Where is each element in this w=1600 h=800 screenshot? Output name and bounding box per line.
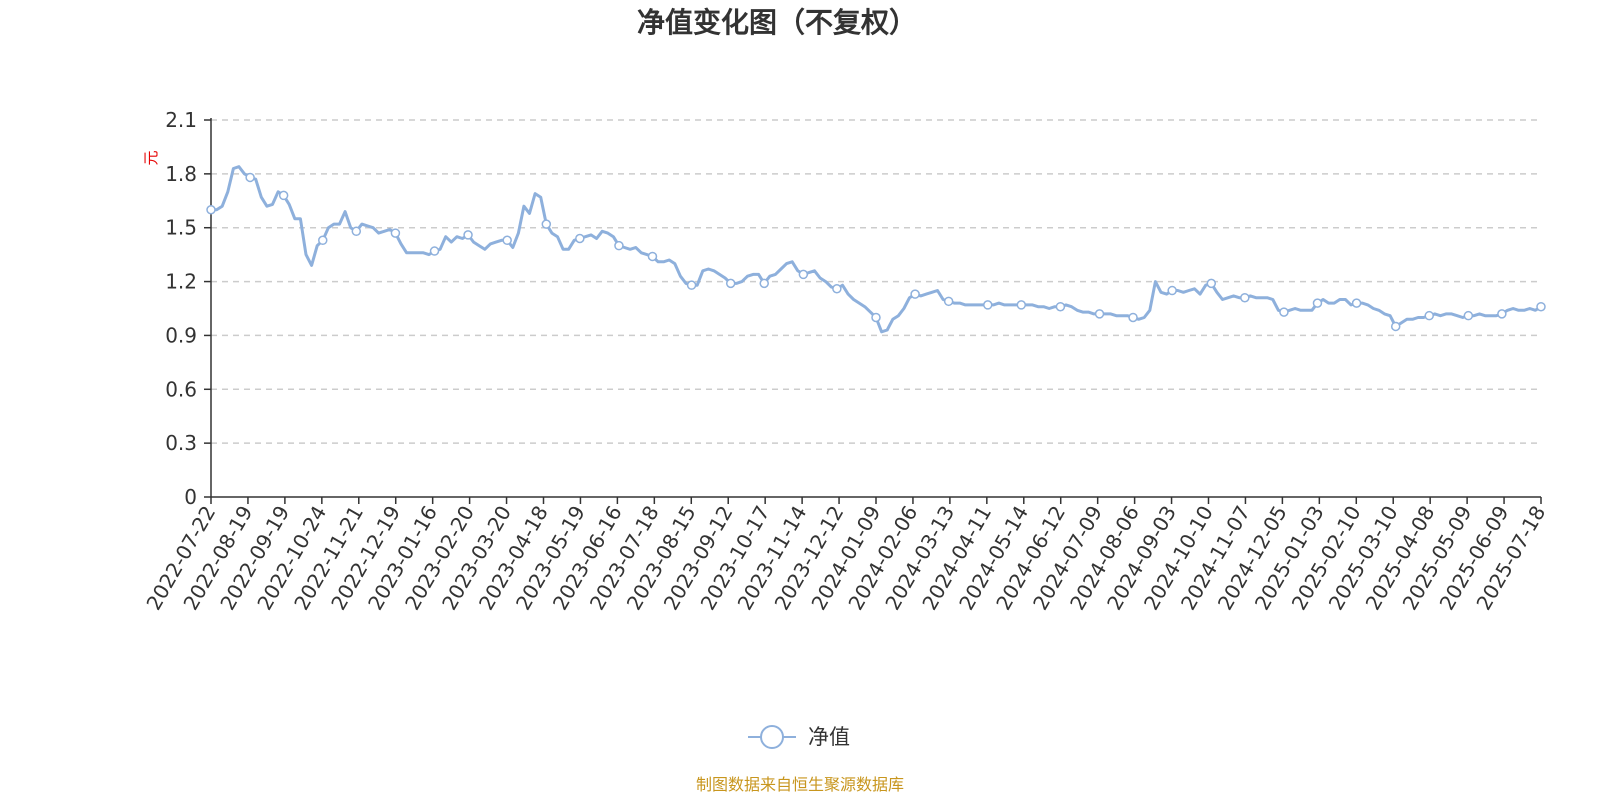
data-point-marker[interactable] [351,226,362,237]
data-point-marker[interactable] [1016,300,1027,310]
data-point-marker[interactable] [871,312,881,323]
y-tick-label: 1.8 [165,162,197,186]
y-tick-label: 0.3 [165,431,197,455]
data-point-marker[interactable] [278,190,289,201]
data-point-marker[interactable] [390,228,401,238]
data-point-marker[interactable] [1390,321,1401,332]
data-point-marker[interactable] [541,219,552,229]
axes [210,118,1541,498]
data-point-marker[interactable] [575,233,585,244]
y-tick-label: 0 [184,485,197,509]
data-point-marker[interactable] [798,269,809,280]
data-point-marker[interactable] [614,240,624,251]
legend-label: 净值 [808,725,850,749]
data-source-note: 制图数据来自恒生聚源数据库 [696,775,904,794]
data-point-marker[interactable] [647,251,658,262]
data-point-marker[interactable] [1497,309,1507,319]
data-point-marker[interactable] [463,230,473,240]
data-point-marker[interactable] [429,246,440,256]
data-point-marker[interactable] [943,296,954,307]
y-tick-label: 1.5 [165,216,197,240]
data-point-marker[interactable] [686,280,697,290]
data-point-marker[interactable] [1536,301,1546,312]
data-point-marker[interactable] [725,278,736,289]
data-point-marker[interactable] [1463,310,1474,321]
series-line [209,165,1543,334]
y-tick-label: 2.1 [165,108,197,132]
data-point-marker[interactable] [318,235,328,246]
data-point-marker[interactable] [1351,298,1362,308]
data-point-marker[interactable] [206,205,216,215]
data-point-marker[interactable] [759,278,769,289]
data-point-marker[interactable] [1206,278,1217,289]
data-point-marker[interactable] [832,284,842,294]
legend[interactable]: 净值 [748,725,850,749]
data-point-marker[interactable] [1094,309,1105,319]
y-axis-ticks: 0 0.3 0.6 0.9 1.2 1.5 1.8 2.1 [165,108,211,509]
data-point-marker[interactable] [1240,292,1250,303]
legend-marker-symbol [760,725,784,749]
y-axis-unit-label: 元 [142,150,160,165]
grid-lines [211,119,1541,444]
data-point-marker[interactable] [983,300,993,310]
y-tick-label: 0.6 [165,377,197,401]
x-axis-ticks: 2022-07-222022-08-192022-09-192022-10-24… [141,497,1550,614]
series-layer [206,165,1546,334]
data-point-marker[interactable] [502,235,512,246]
data-point-marker[interactable] [1167,285,1177,296]
data-point-marker[interactable] [910,289,920,299]
y-tick-label: 0.9 [165,323,197,347]
y-tick-label: 1.2 [165,270,197,294]
data-point-marker[interactable] [1279,307,1289,317]
data-point-marker[interactable] [1128,312,1138,323]
data-point-marker[interactable] [1424,310,1434,321]
data-point-marker[interactable] [1312,298,1323,308]
data-point-marker[interactable] [245,172,255,183]
data-point-marker[interactable] [1055,301,1066,312]
chart-title: 净值变化图（不复权） [637,6,917,39]
